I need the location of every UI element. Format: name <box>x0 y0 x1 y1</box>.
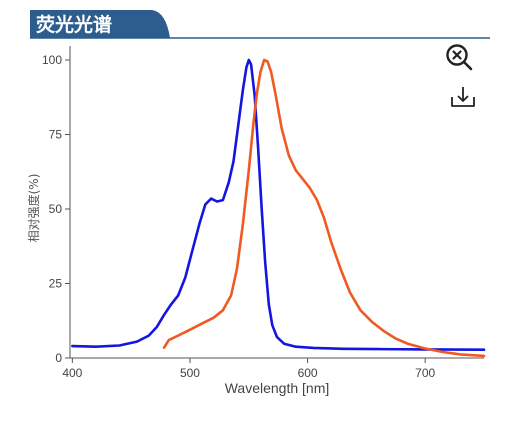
y-axis-title: 相对强度(%) <box>26 174 41 243</box>
x-tick-label: 400 <box>62 366 82 380</box>
y-tick-label: 100 <box>42 53 62 67</box>
axis-ticks: 400 500 600 700 0 25 50 75 100 <box>42 53 436 380</box>
header-tab <box>30 10 170 38</box>
zoom-reset-icon[interactable] <box>446 44 473 71</box>
plot-area <box>71 58 486 358</box>
series-line-1 <box>71 58 486 351</box>
x-tick-label: 600 <box>298 366 318 380</box>
y-tick-label: 0 <box>55 351 62 365</box>
x-axis-title: Wavelength [nm] <box>225 380 330 396</box>
x-tick-label: 700 <box>415 366 435 380</box>
y-tick-label: 50 <box>49 202 63 216</box>
x-tick-label: 500 <box>180 366 200 380</box>
y-tick-label: 25 <box>49 277 63 291</box>
y-tick-label: 75 <box>49 128 63 142</box>
series-line-2 <box>162 58 486 358</box>
page-title: 荧光光谱 <box>36 13 112 36</box>
download-icon[interactable] <box>448 84 478 110</box>
